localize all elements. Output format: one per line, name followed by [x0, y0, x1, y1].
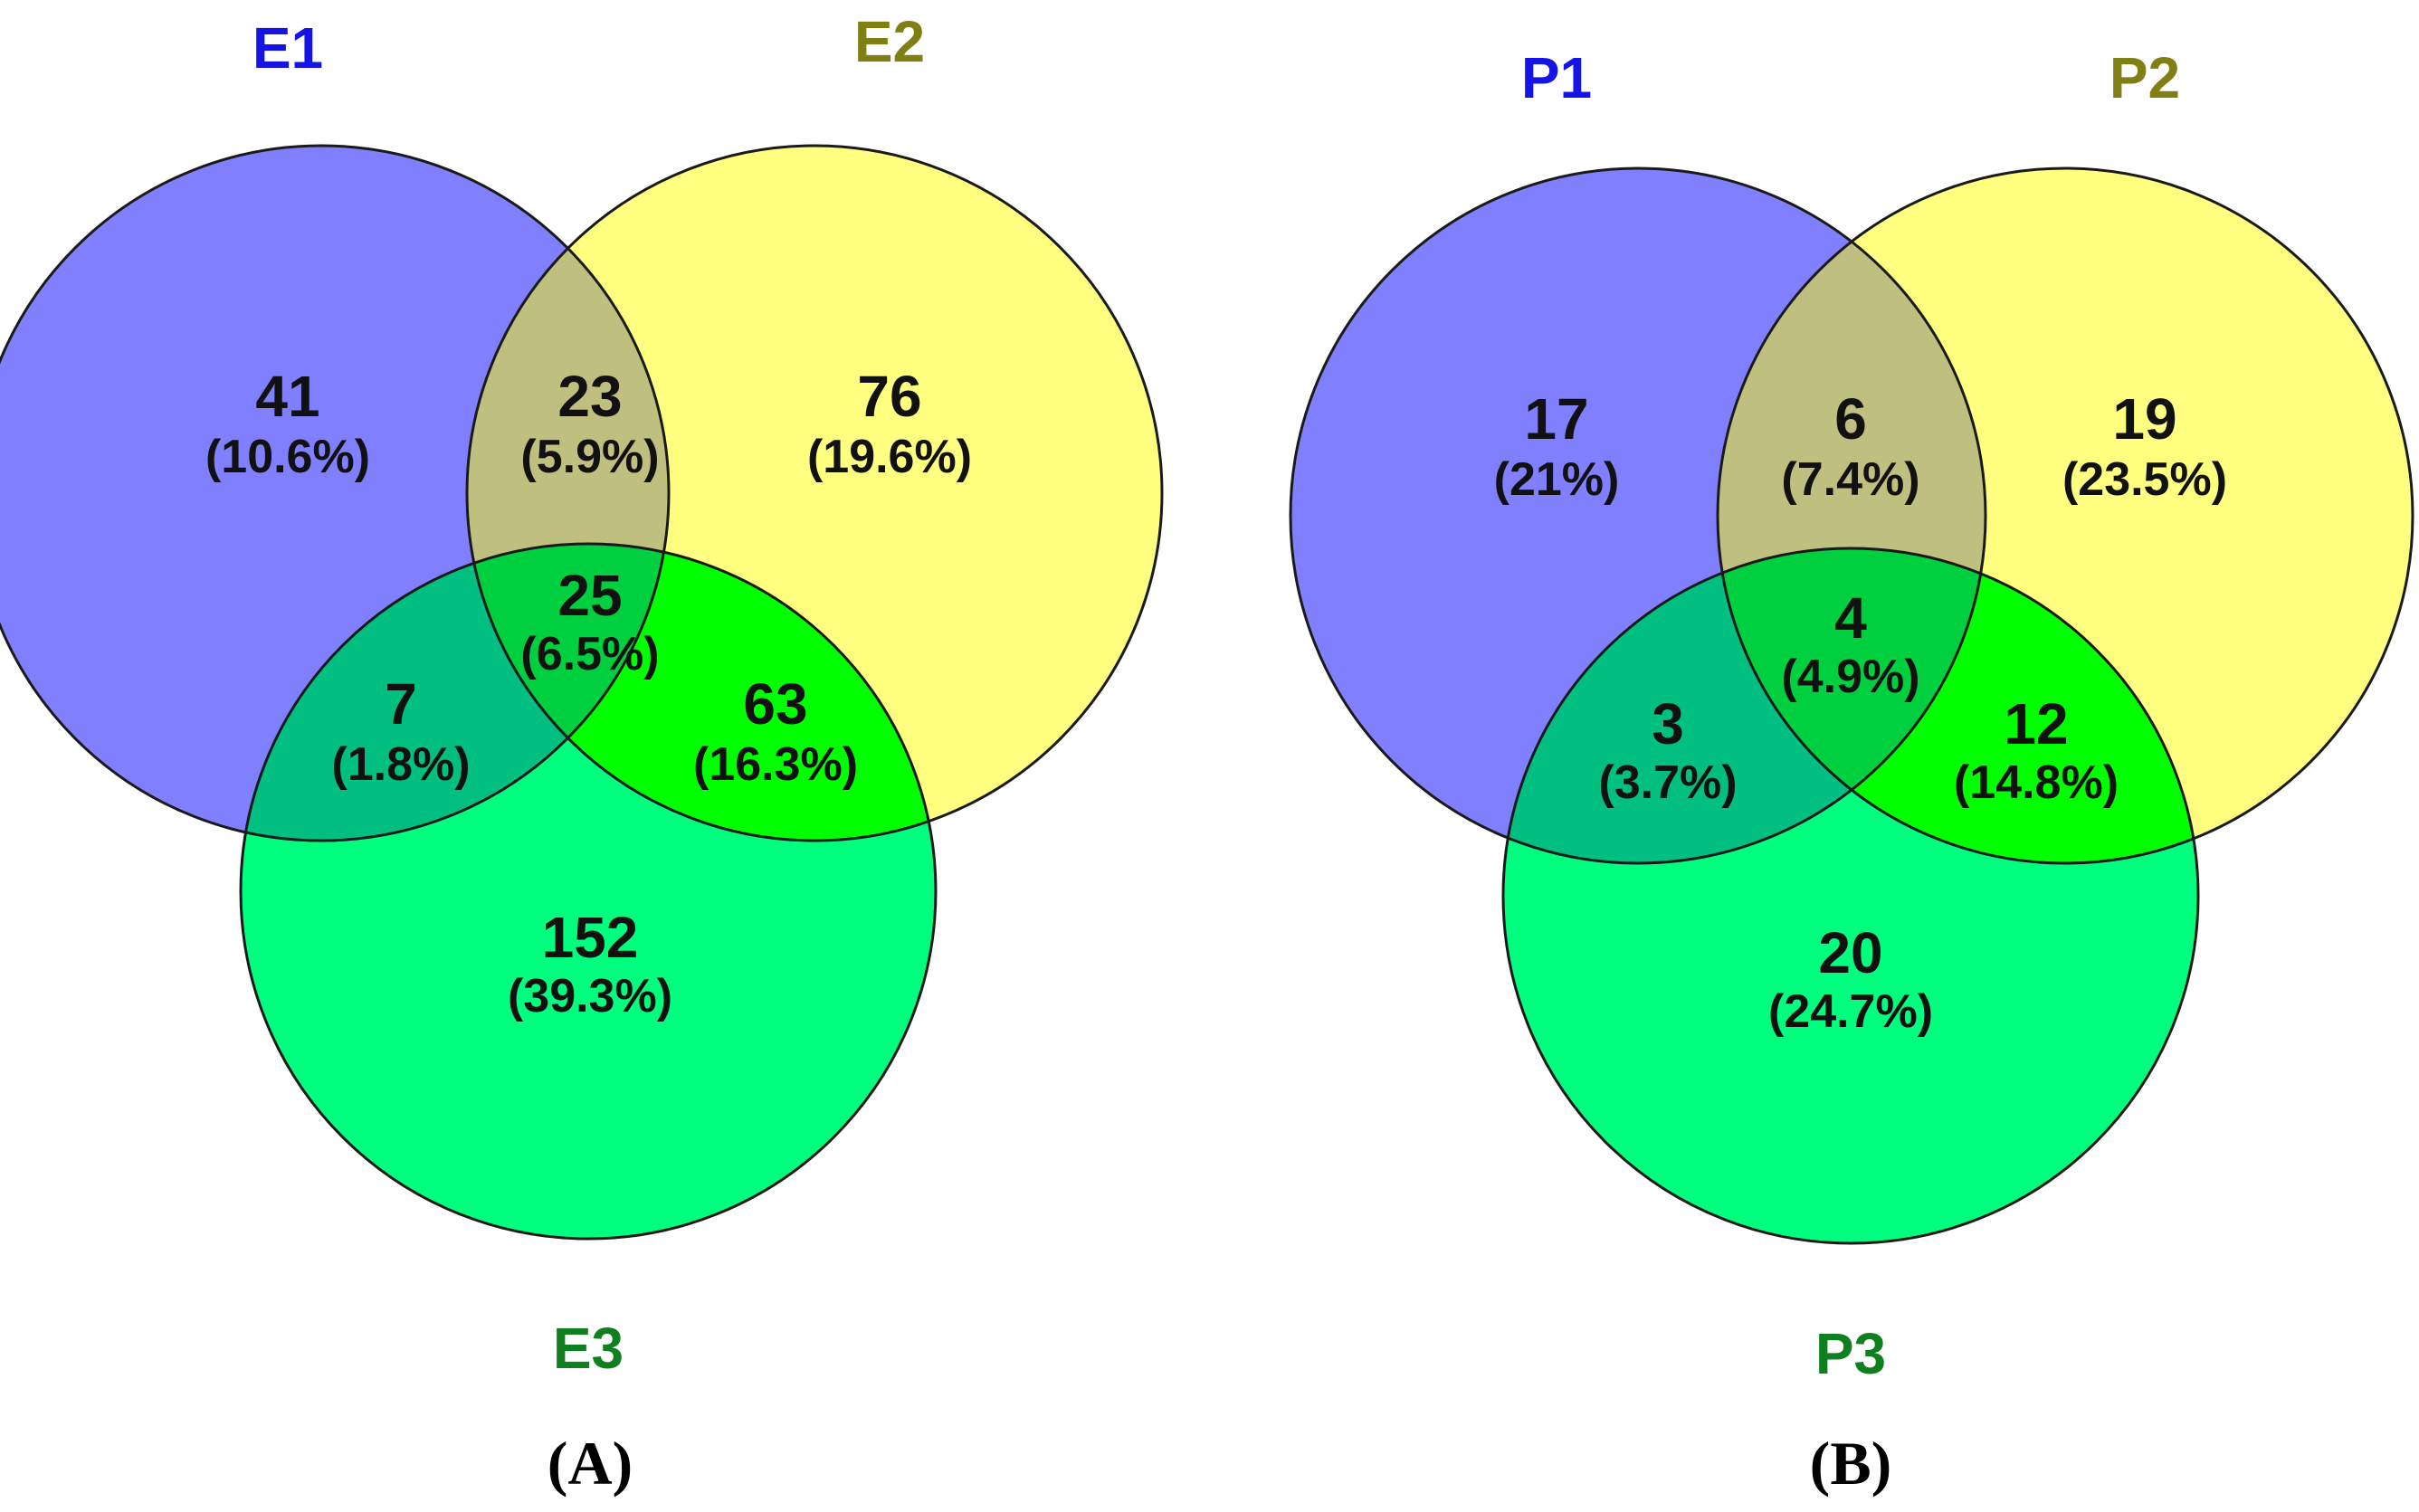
overlap-e1-e3: [241, 544, 669, 841]
region-percent-p1-only: (21%): [1494, 453, 1620, 506]
overlap-p2-p3: [1718, 548, 2198, 863]
region-percent-p2-only: (23.5%): [2062, 453, 2227, 506]
region-percent-p1-p2-p3: (4.9%): [1781, 651, 1919, 703]
region-percent-p3-only: (24.7%): [1768, 985, 1933, 1038]
region-percent-p1-p2: (7.4%): [1781, 453, 1919, 506]
overlap-p1-p3: [1503, 548, 1986, 863]
region-count-p1-p2: 6: [1834, 386, 1867, 452]
set-p3-outline: [1501, 547, 2200, 1245]
region-count-e1-e2: 23: [557, 364, 622, 429]
region-count-p2-only: 19: [2112, 386, 2176, 452]
region-percent-e1-e2: (5.9%): [520, 431, 659, 483]
set-label-e1: E1: [252, 15, 323, 81]
region-percent-p1-p3: (3.7%): [1598, 756, 1737, 809]
region-count-p1-p3: 3: [1652, 691, 1684, 756]
venn-panel-b: P1 P2 P3 17 (21%) 6 (7.4%) 19 (23.5%) 4 …: [1289, 45, 2414, 1498]
set-p1-outline: [1289, 166, 1987, 865]
set-e3-outline: [239, 542, 938, 1241]
region-count-e1-e2-e3: 25: [557, 563, 622, 628]
region-count-e3-only: 152: [542, 905, 639, 970]
panel-label-b: (B): [1810, 1429, 1892, 1498]
region-count-e2-e3: 63: [743, 671, 807, 737]
set-label-e3: E3: [553, 1316, 624, 1381]
region-count-p2-p3: 12: [2004, 691, 2068, 756]
region-count-e2-only: 76: [857, 364, 921, 429]
panel-label-a: (A): [548, 1429, 633, 1498]
region-percent-e2-only: (19.6%): [807, 431, 972, 483]
set-label-e2: E2: [854, 9, 925, 74]
region-count-p1-p2-p3: 4: [1834, 585, 1867, 651]
region-percent-e1-e2-e3: (6.5%): [520, 628, 659, 680]
set-label-p3: P3: [1815, 1321, 1886, 1386]
set-label-p1: P1: [1521, 45, 1592, 110]
set-p2-outline: [1716, 166, 2414, 865]
region-count-p3-only: 20: [1818, 920, 1882, 985]
region-percent-e1-e3: (1.8%): [331, 738, 470, 791]
region-percent-p2-p3: (14.8%): [1954, 756, 2119, 809]
region-count-e1-e3: 7: [385, 671, 417, 737]
venn-panel-a: E1 E2 E3 41 (10.6%) 23 (5.9%) 76 (19.6%)…: [0, 9, 1164, 1498]
set-e1-outline: [0, 144, 671, 842]
overlap-e2-e3: [467, 544, 936, 841]
set-label-p2: P2: [2109, 45, 2180, 110]
region-count-p1-only: 17: [1524, 386, 1588, 452]
region-count-e1-only: 41: [255, 364, 319, 429]
region-percent-e1-only: (10.6%): [205, 431, 370, 483]
region-percent-e2-e3: (16.3%): [693, 738, 858, 791]
set-e2-outline: [465, 144, 1164, 842]
region-percent-e3-only: (39.3%): [508, 970, 672, 1022]
